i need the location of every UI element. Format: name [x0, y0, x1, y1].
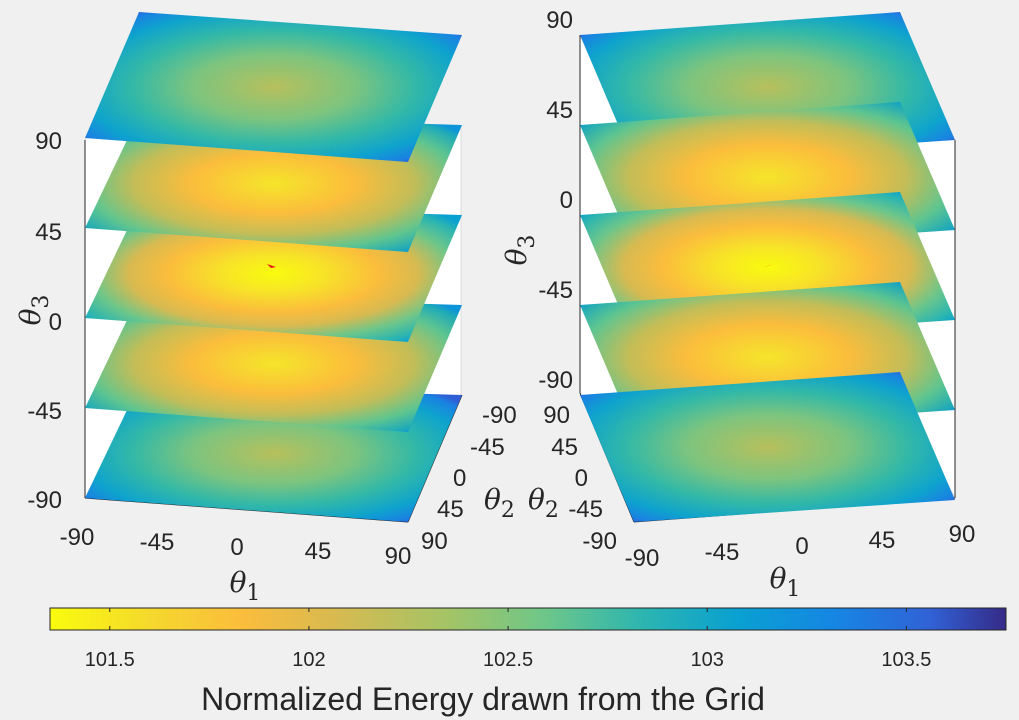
right-x-axis-label: θ1: [770, 562, 801, 602]
right-z-axis-label: θ3: [500, 235, 540, 266]
colorbar: 101.5 102 102.5 103 103.5 Normalized Energy …: [50, 608, 1006, 717]
right-z-tick: -90: [538, 367, 573, 394]
colorbar-gradient: [50, 608, 1006, 630]
colorbar-tick-label: 103.5: [881, 649, 931, 671]
left-z-tick: 45: [35, 219, 62, 246]
right-z-tick: 90: [546, 7, 573, 34]
left-z-tick: -90: [27, 487, 62, 514]
left-x-axis-label: θ1: [230, 566, 261, 606]
right-y-tick: 90: [543, 402, 570, 429]
right-x-tick: 90: [949, 521, 976, 548]
right-y-axis-label: θ2: [528, 483, 559, 523]
right-z-tick: 45: [546, 97, 573, 124]
left-x-tick: 45: [305, 538, 332, 565]
right-x-tick: 45: [869, 527, 896, 554]
colorbar-tick-label: 102.5: [483, 649, 533, 671]
colorbar-tick-label: 103: [691, 649, 724, 671]
right-z-tick: -45: [538, 277, 573, 304]
right-x-tick: -45: [705, 539, 740, 566]
left-y-tick: 45: [437, 496, 464, 523]
left-slice-theta3-90: [85, 12, 462, 162]
colorbar-tick-label: 101.5: [85, 649, 135, 671]
left-z-tick: -45: [27, 398, 62, 425]
right-y-tick: -45: [568, 496, 603, 523]
colorbar-label: Normalized Energy drawn from the Grid: [201, 681, 765, 717]
left-x-tick: -45: [140, 529, 175, 556]
left-y-tick: 0: [453, 465, 466, 492]
left-axes: 90 45 0 -45 -90 θ3 -90 -45 0 45 90 θ1 -9…: [14, 12, 517, 606]
left-x-tick: -90: [60, 524, 95, 551]
right-z-tick: 0: [560, 187, 573, 214]
right-x-tick: 0: [795, 533, 808, 560]
right-y-tick: 45: [551, 434, 578, 461]
colorbar-tick-label: 102: [292, 649, 325, 671]
left-y-tick: -45: [470, 434, 505, 461]
right-y-tick: 0: [575, 465, 588, 492]
left-x-tick: 90: [385, 543, 412, 570]
right-axes: 90 45 0 -45 -90 θ3 90 45 0 -45 -90 θ2 -9…: [500, 7, 975, 602]
left-x-tick: 0: [230, 534, 243, 561]
right-y-tick: -90: [582, 528, 617, 555]
right-slice-theta3--90: [580, 372, 955, 522]
left-y-axis-label: θ2: [484, 483, 515, 523]
left-y-tick: -90: [482, 402, 517, 429]
left-z-tick: 0: [49, 309, 62, 336]
left-z-tick: 90: [35, 128, 62, 155]
left-y-tick: 90: [421, 528, 448, 555]
right-x-tick: -90: [625, 545, 660, 572]
